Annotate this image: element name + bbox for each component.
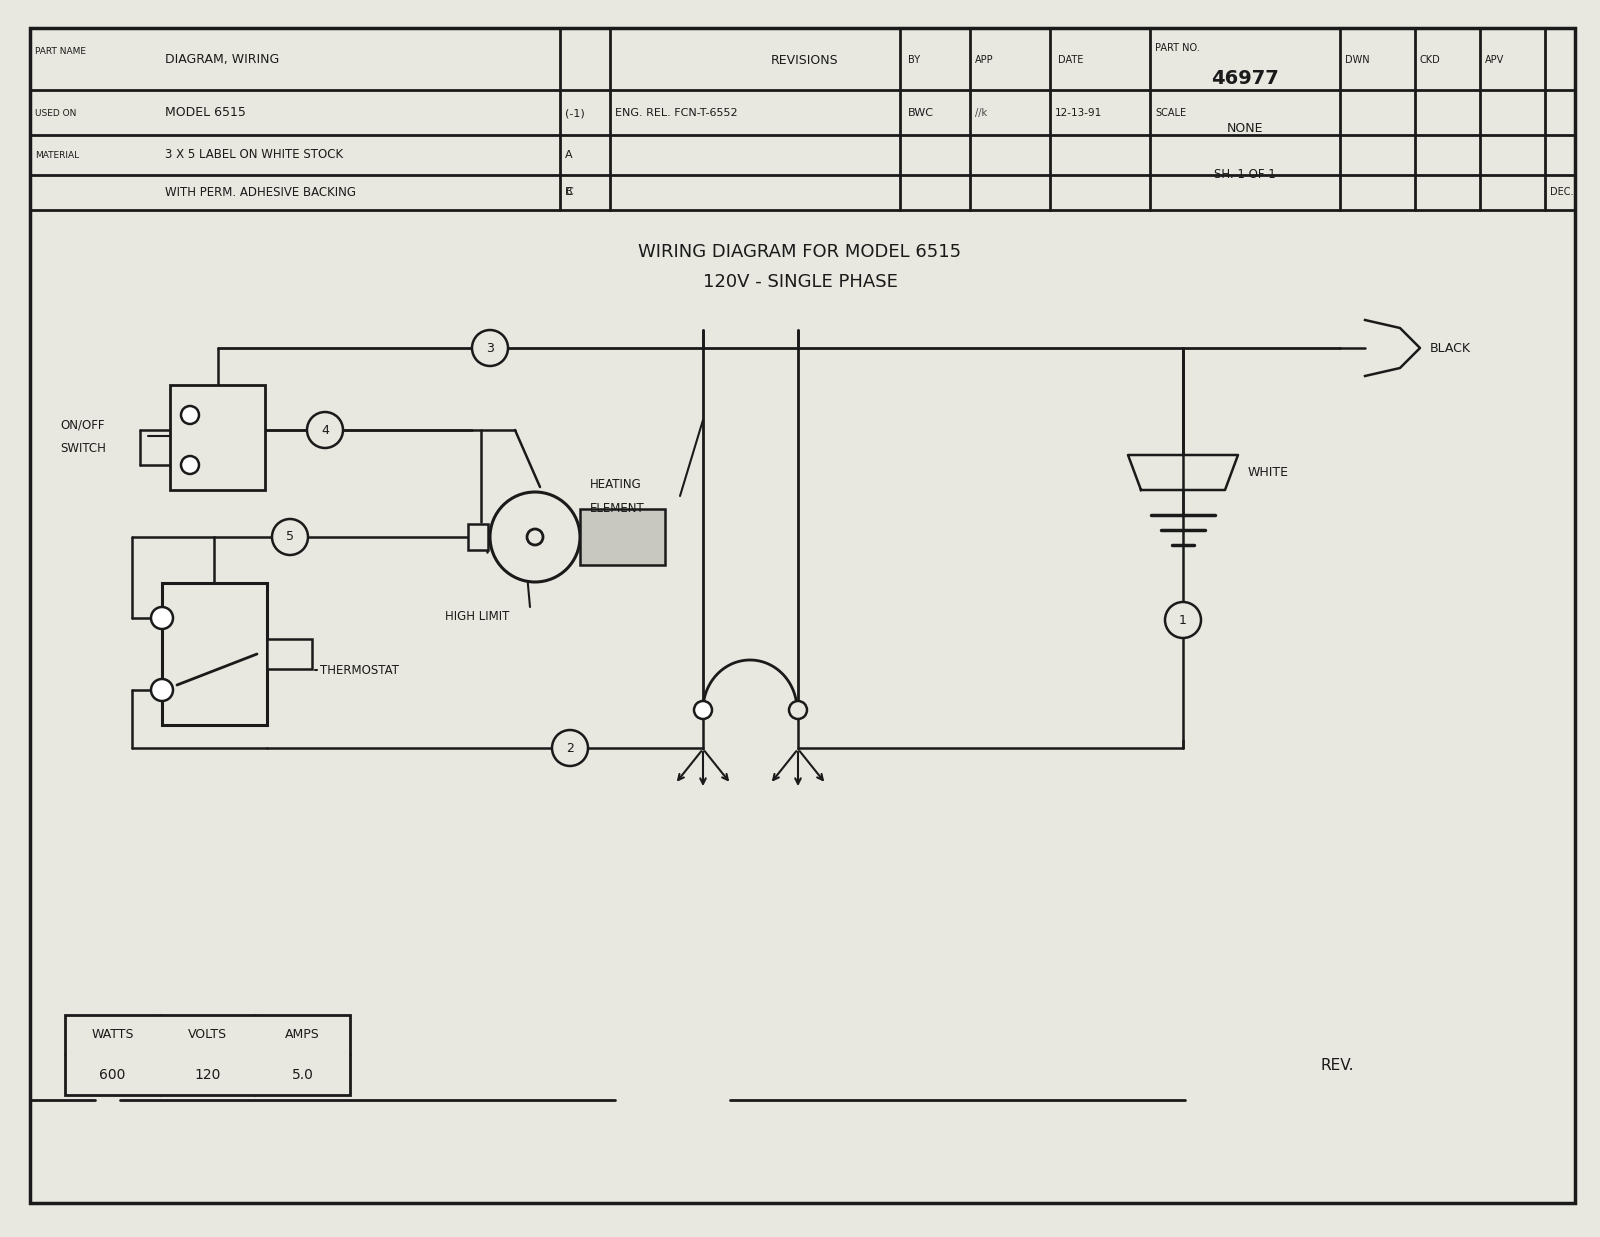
Text: 3: 3 <box>486 341 494 355</box>
Text: WITH PERM. ADHESIVE BACKING: WITH PERM. ADHESIVE BACKING <box>165 186 355 198</box>
Text: 4: 4 <box>322 423 330 437</box>
Text: DIAGRAM, WIRING: DIAGRAM, WIRING <box>165 53 280 67</box>
Text: 46977: 46977 <box>1211 68 1278 88</box>
Text: BY: BY <box>909 54 920 66</box>
Bar <box>162 583 267 725</box>
Text: USED ON: USED ON <box>35 109 77 118</box>
Text: BLACK: BLACK <box>1430 341 1470 355</box>
Polygon shape <box>1128 455 1238 490</box>
Circle shape <box>526 529 542 546</box>
Text: 2: 2 <box>566 741 574 755</box>
Circle shape <box>789 701 806 719</box>
Text: //k: //k <box>974 108 987 118</box>
Text: ENG. REL. FCN-T-6552: ENG. REL. FCN-T-6552 <box>614 108 738 118</box>
Text: HEATING: HEATING <box>590 479 642 491</box>
Text: APV: APV <box>1485 54 1504 66</box>
Circle shape <box>472 330 509 366</box>
Text: 120V - SINGLE PHASE: 120V - SINGLE PHASE <box>702 273 898 291</box>
Text: SWITCH: SWITCH <box>61 442 106 454</box>
Text: NONE: NONE <box>1227 121 1264 135</box>
Text: SCALE: SCALE <box>1155 108 1186 118</box>
Text: 600: 600 <box>99 1068 126 1082</box>
Text: AMPS: AMPS <box>285 1028 320 1042</box>
Text: DWN: DWN <box>1346 54 1370 66</box>
Text: APP: APP <box>974 54 994 66</box>
Text: REV.: REV. <box>1320 1058 1354 1072</box>
Circle shape <box>1165 602 1202 638</box>
Bar <box>467 524 488 550</box>
Text: C: C <box>565 187 573 197</box>
Text: ELEMENT: ELEMENT <box>590 501 645 515</box>
Text: B: B <box>565 187 573 197</box>
Text: PART NAME: PART NAME <box>35 47 86 57</box>
Text: WHITE: WHITE <box>1248 466 1290 480</box>
Circle shape <box>307 412 342 448</box>
Circle shape <box>181 406 198 424</box>
Text: SH. 1 OF 1: SH. 1 OF 1 <box>1214 168 1275 182</box>
Text: (-1): (-1) <box>565 108 584 118</box>
Bar <box>267 640 312 669</box>
Text: BWC: BWC <box>909 108 934 118</box>
Text: REVISIONS: REVISIONS <box>771 53 838 67</box>
Circle shape <box>150 679 173 701</box>
Text: DEC.: DEC. <box>1550 187 1573 197</box>
Text: VOLTS: VOLTS <box>187 1028 227 1042</box>
Text: PART NO.: PART NO. <box>1155 43 1200 53</box>
Text: 1: 1 <box>1179 614 1187 626</box>
Text: WIRING DIAGRAM FOR MODEL 6515: WIRING DIAGRAM FOR MODEL 6515 <box>638 242 962 261</box>
Circle shape <box>490 492 579 581</box>
Text: ON/OFF: ON/OFF <box>61 418 104 432</box>
Circle shape <box>272 520 307 555</box>
Bar <box>579 508 666 565</box>
Text: MATERIAL: MATERIAL <box>35 151 78 160</box>
Circle shape <box>150 607 173 628</box>
Text: DATE: DATE <box>1058 54 1083 66</box>
Bar <box>170 385 266 490</box>
Circle shape <box>694 701 712 719</box>
Circle shape <box>181 456 198 474</box>
Circle shape <box>552 730 589 766</box>
Text: 3 X 5 LABEL ON WHITE STOCK: 3 X 5 LABEL ON WHITE STOCK <box>165 148 342 162</box>
Text: THERMOSTAT: THERMOSTAT <box>320 663 398 677</box>
Text: 5.0: 5.0 <box>291 1068 314 1082</box>
Text: 120: 120 <box>194 1068 221 1082</box>
Text: HIGH LIMIT: HIGH LIMIT <box>445 611 509 623</box>
Text: WATTS: WATTS <box>91 1028 134 1042</box>
Bar <box>66 1016 350 1095</box>
Text: 12-13-91: 12-13-91 <box>1054 108 1102 118</box>
Text: A: A <box>565 150 573 160</box>
Text: MODEL 6515: MODEL 6515 <box>165 106 246 120</box>
Text: 5: 5 <box>286 531 294 543</box>
Text: CKD: CKD <box>1421 54 1440 66</box>
